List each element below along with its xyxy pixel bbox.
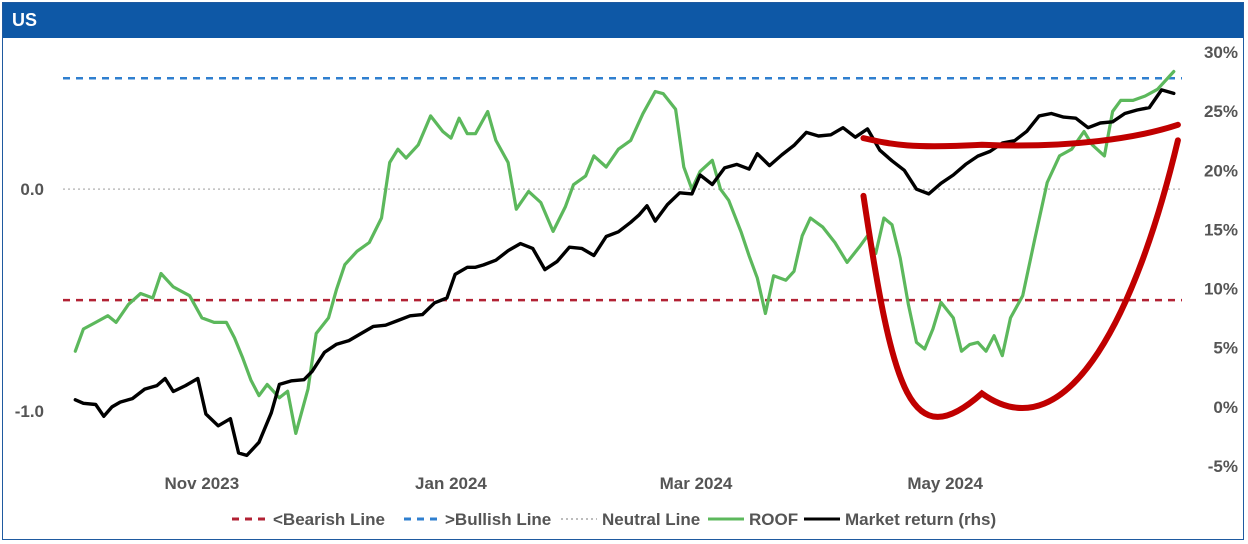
x-axis-tick: Mar 2024 xyxy=(660,474,733,493)
annotation-layer xyxy=(860,121,1181,420)
roof-line xyxy=(73,69,1176,435)
right-axis-tick: 10% xyxy=(1204,280,1238,299)
legend-item: <Bearish Line xyxy=(232,510,385,529)
legend-label: >Bullish Line xyxy=(445,510,551,529)
legend-label: ROOF xyxy=(749,510,798,529)
series-layer xyxy=(73,69,1176,458)
legend-label: Neutral Line xyxy=(602,510,700,529)
legend-item: Neutral Line xyxy=(561,510,700,529)
legend: <Bearish Line >Bullish Line Neutral Line RO… xyxy=(232,510,996,529)
annotation-arc-2 xyxy=(860,137,1181,420)
right-axis-ticks: 30% 25% 20% 15% 10% 5% 0% -5% xyxy=(1204,43,1238,476)
legend-label: Market return (rhs) xyxy=(845,510,996,529)
legend-item: >Bullish Line xyxy=(404,510,551,529)
reference-lines xyxy=(63,76,1182,302)
legend-item: ROOF xyxy=(708,510,798,529)
right-axis-tick: -5% xyxy=(1208,457,1238,476)
legend-label: <Bearish Line xyxy=(273,510,385,529)
right-axis-tick: 20% xyxy=(1204,161,1238,180)
chart-title: US xyxy=(12,10,38,30)
annotation-arc-1 xyxy=(860,121,1181,150)
left-axis-tick: 0.0 xyxy=(20,180,44,199)
x-axis-tick: May 2024 xyxy=(907,474,983,493)
x-axis-tick: Nov 2023 xyxy=(165,474,240,493)
right-axis-tick: 5% xyxy=(1213,339,1238,358)
left-axis-ticks: 0.0 -1.0 xyxy=(15,180,44,421)
right-axis-tick: 0% xyxy=(1213,398,1238,417)
x-axis-tick: Jan 2024 xyxy=(415,474,487,493)
legend-item: Market return (rhs) xyxy=(804,510,996,529)
right-axis-tick: 15% xyxy=(1204,220,1238,239)
right-axis-tick: 30% xyxy=(1204,43,1238,62)
left-axis-tick: -1.0 xyxy=(15,402,44,421)
right-axis-tick: 25% xyxy=(1204,102,1238,121)
chart-header: US xyxy=(3,3,1243,38)
market-return-line xyxy=(73,88,1176,458)
x-axis-ticks: Nov 2023 Jan 2024 Mar 2024 May 2024 xyxy=(165,474,984,493)
